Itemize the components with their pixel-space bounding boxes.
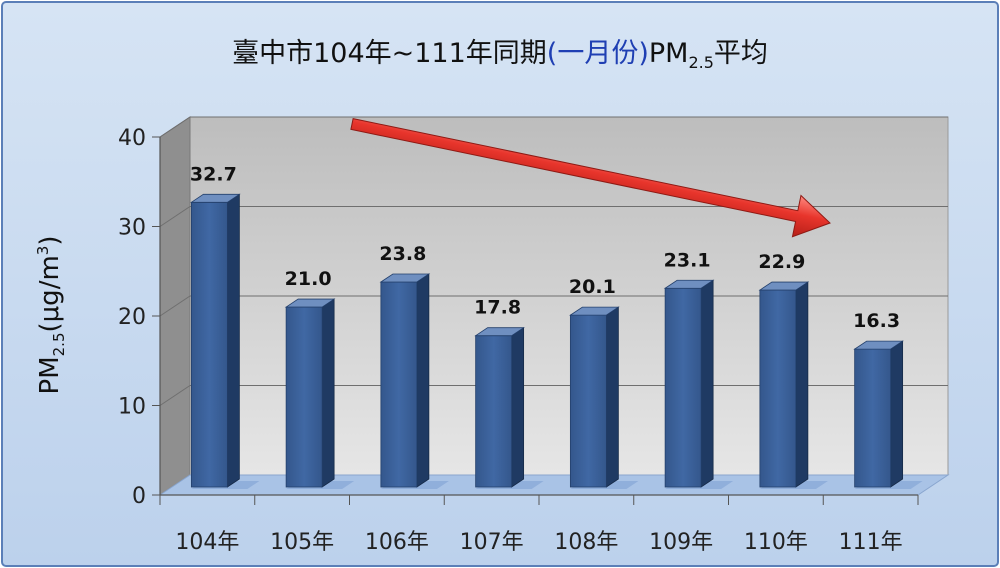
ylabel-unit: (μg/m [35,255,65,332]
ylabel-subscript: 2.5 [50,333,68,357]
chart-title: 臺中市104年~111年同期(一月份)PM2.5平均 [232,38,768,72]
bar-side [605,306,619,488]
data-label: 20.1 [569,276,616,298]
bar-top [284,298,336,308]
ylabel-superscript: 3 [34,246,52,256]
bar-top [853,340,904,350]
y-tick-label: 10 [118,395,146,420]
x-tick-label: 108年 [554,530,618,555]
x-tick-label: 111年 [839,530,903,555]
bar-side [511,326,525,488]
title-end: 平均 [714,38,768,69]
bar-side [321,298,335,488]
ylabel-pm: PM [35,356,65,394]
bar-top [379,273,431,283]
data-label: 21.0 [285,268,332,290]
data-label: 32.7 [190,163,237,185]
title-highlight: (一月份) [547,38,649,69]
x-tick-label: 107年 [460,530,524,555]
bar [285,306,323,488]
data-label: 23.1 [664,249,711,271]
bar-side [890,340,904,488]
y-tick-label: 30 [118,216,146,241]
gridline [159,116,948,138]
data-label: 17.8 [474,297,521,319]
x-tick-label: 104年 [175,530,239,555]
title-pm: PM [649,38,689,69]
x-tick-label: 106年 [365,530,429,555]
bar-side [700,279,714,488]
data-label: 16.3 [853,310,900,332]
bar-top [474,327,525,337]
trend-arrow-shape [350,118,831,238]
ylabel-close: ) [35,236,65,246]
bar-side [226,193,240,488]
bar [190,201,228,488]
bar-side [795,281,809,488]
x-tick-label: 109年 [649,530,713,555]
bar [854,348,892,488]
bar-top [758,281,810,291]
bar-top [190,193,241,203]
y-tick-label: 20 [118,305,146,330]
bar [759,289,797,488]
title-pm-subscript: 2.5 [688,53,713,72]
data-label: 23.8 [379,243,426,265]
bar-top [569,306,620,316]
y-tick-label: 0 [132,484,146,509]
data-label: 22.9 [758,251,805,273]
plot-area: 0 10 20 30 40 32.7 104年 21.0 105年 23.8 106年 17.8 107… [118,116,950,555]
x-tick-label: 105年 [270,530,334,555]
trend-arrow-icon [350,118,831,238]
y-axis-label: PM2.5(μg/m3) [34,236,68,395]
bar [475,335,513,488]
gridline [159,206,948,227]
title-prefix: 臺中市104年~111年同期 [232,38,547,69]
bar [569,314,607,488]
bar [380,281,418,488]
bar-top [663,279,715,289]
x-tick-label: 110年 [744,530,808,555]
y-tick-label: 40 [118,126,146,151]
floor [158,474,950,496]
bar [664,287,702,488]
bar-side [416,273,430,488]
